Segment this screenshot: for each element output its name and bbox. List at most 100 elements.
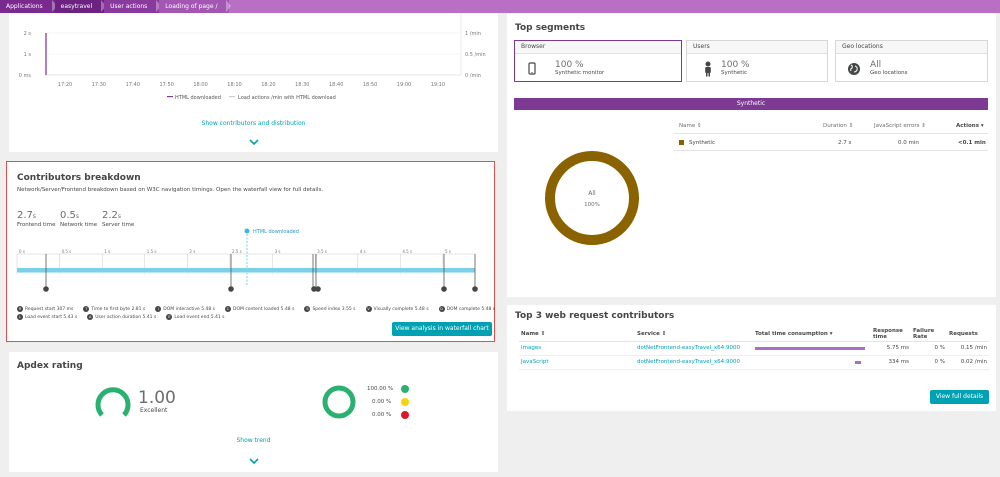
timing-legend: R Request start 307 ms T Time to first byte… — [17, 305, 495, 321]
x-tick: 17:30 — [92, 82, 106, 88]
timing-badge-icon: E — [166, 314, 173, 320]
chevron-down-icon[interactable] — [249, 131, 259, 146]
metric-frontend: 2.7s Frontend time — [17, 203, 55, 228]
breadcrumb-current: Loading of page / — [159, 0, 232, 13]
breadcrumb: Applications easytravel User actions Loa… — [0, 0, 1000, 13]
timing-legend-item: E Load event end 5.41 s — [166, 314, 225, 320]
metric-label: Server time — [102, 222, 135, 228]
y-left-tick: 1 s — [24, 52, 32, 58]
breadcrumb-user-actions[interactable]: User actions — [104, 0, 162, 13]
x-tick: 17:40 — [126, 82, 140, 88]
scale-tick: 3 s — [275, 249, 281, 254]
scale-tick: 3.5 s — [317, 249, 327, 254]
apdex-card: Apdex rating 1.00 Excellent 100.00 % 0.0… — [9, 352, 498, 472]
table-row[interactable]: JavaScript dotNetFrontend-easyTravel_x64:… — [519, 355, 989, 370]
scale-tick: 4 s — [360, 249, 366, 254]
col-failure[interactable]: Failure Rate — [911, 327, 947, 342]
row-js-errors: 0.0 min — [898, 140, 919, 146]
col-actions[interactable]: Actions ▾ — [956, 123, 984, 129]
segment-users[interactable]: Users 100 % Synthetic — [686, 40, 828, 82]
timing-legend-label: DOM complete 5.48 s — [446, 306, 496, 312]
metric-unit: s — [32, 213, 37, 220]
chevron-down-icon[interactable] — [249, 450, 259, 465]
request-name-link[interactable]: JavaScript — [519, 355, 635, 370]
col-requests[interactable]: Requests — [947, 327, 989, 342]
metric-value: 0.5 — [60, 210, 76, 221]
legend-html-downloaded: HTML downloaded — [175, 95, 221, 101]
scale-tick: 1.5 s — [147, 249, 157, 254]
contributors-title: Contributors breakdown — [17, 173, 141, 183]
x-tick: 18:20 — [261, 82, 275, 88]
col-label: Failure Rate — [913, 327, 935, 340]
col-js-errors[interactable]: JavaScript errors ⇕ — [874, 123, 926, 129]
timing-legend-label: Visually complete 5.48 s — [373, 306, 429, 312]
timing-legend-label: DOM content loaded 5.48 s — [233, 306, 295, 312]
apdex-rating: Excellent — [140, 407, 168, 414]
col-label: JavaScript errors — [874, 123, 920, 129]
scale-tick: 0 s — [19, 249, 25, 254]
col-name[interactable]: Name ⇕ — [519, 327, 635, 342]
metric-label: Frontend time — [17, 222, 56, 228]
y-left-tick: 2 s — [24, 31, 32, 37]
segment-geo[interactable]: Geo locations All Geo locations — [835, 40, 988, 82]
request-name-link[interactable]: Images — [519, 341, 635, 356]
web-requests-table: Name ⇕ Service ⇕ Total time consumption … — [519, 327, 989, 370]
show-trend-link[interactable]: Show trend — [236, 437, 271, 444]
timing-legend-item: L Load event start 5.43 s — [17, 314, 77, 320]
timeline-card: 17:20 17:30 17:40 17:50 18:00 18:10 18:20 18:30… — [9, 13, 498, 152]
segment-color-swatch — [679, 140, 684, 145]
failure-rate: 0 % — [911, 341, 947, 356]
x-tick: 17:20 — [58, 82, 72, 88]
col-name[interactable]: Name ⇕ — [679, 123, 702, 129]
view-waterfall-button[interactable]: View analysis in waterfall chart — [392, 322, 492, 336]
timing-badge-icon: R — [17, 306, 23, 312]
timing-badge-icon: A — [87, 314, 94, 320]
response-time: 5.75 ms — [871, 341, 911, 356]
segment-sub: Synthetic monitor — [555, 70, 605, 76]
timing-badge-icon: I — [155, 306, 162, 312]
scale-tick: 2 s — [189, 249, 195, 254]
show-contributors-link[interactable]: Show contributors and distribution — [201, 120, 306, 127]
segment-value: 100 % — [555, 60, 584, 70]
consumption-cell — [753, 341, 871, 356]
contributors-card: Contributors breakdown Network/Server/Fr… — [6, 161, 495, 342]
failure-rate: 0 % — [911, 355, 947, 370]
col-service[interactable]: Service ⇕ — [635, 327, 753, 342]
timing-legend-label: Speed index 3.55 s — [312, 306, 356, 312]
col-consumption[interactable]: Total time consumption ▾ — [753, 327, 871, 342]
segment-tab-synthetic[interactable]: Synthetic — [514, 98, 988, 110]
col-duration[interactable]: Duration ⇕ — [823, 123, 854, 129]
requests-rate: 0.02 /min — [947, 355, 989, 370]
timing-badge-icon: S — [304, 306, 311, 312]
timing-legend-item: A User action duration 5.41 s — [87, 314, 156, 320]
segment-value: All — [870, 60, 882, 70]
breadcrumb-applications[interactable]: Applications — [0, 0, 57, 13]
globe-icon — [847, 61, 861, 80]
service-link[interactable]: dotNetFrontend-easyTravel_x64:9000 — [635, 341, 753, 356]
breadcrumb-app[interactable]: easytravel — [54, 0, 107, 13]
web-requests-card: Top 3 web request contributors Name ⇕ Se… — [507, 305, 996, 411]
timing-badge-icon: V — [365, 306, 372, 312]
marker-label: HTML downloaded — [253, 229, 299, 235]
satisfied-icon — [401, 385, 409, 393]
scale-tick: 0.5 s — [62, 249, 72, 254]
col-label: Total time consumption — [755, 330, 828, 337]
timing-legend-item: S Speed index 3.55 s — [304, 306, 356, 312]
table-row[interactable]: Images dotNetFrontend-easyTravel_x64:9000… — [519, 341, 989, 356]
consumption-bar — [855, 360, 861, 364]
apdex-pct-satisfied: 100.00 % — [367, 386, 394, 392]
col-response[interactable]: Response time — [871, 327, 911, 342]
view-full-details-button[interactable]: View full details — [930, 390, 989, 404]
row-name: Synthetic — [689, 140, 715, 146]
scale-tick: 5 s — [445, 249, 451, 254]
response-time: 334 ms — [871, 355, 911, 370]
timing-legend-item: D DOM complete 5.48 s — [438, 306, 496, 312]
timeline-chart: 17:20 17:30 17:40 17:50 18:00 18:10 18:20 18:30… — [19, 13, 486, 101]
metric-server: 2.2s Server time — [102, 203, 134, 228]
service-link[interactable]: dotNetFrontend-easyTravel_x64:9000 — [635, 355, 753, 370]
tolerating-icon — [401, 398, 409, 406]
scale-tick: 2.5 s — [232, 249, 242, 254]
segment-browser[interactable]: Browser 100 % Synthetic monitor — [514, 40, 682, 82]
col-label: Requests — [949, 330, 978, 337]
y-right-tick: 0.5 /min — [465, 52, 486, 58]
